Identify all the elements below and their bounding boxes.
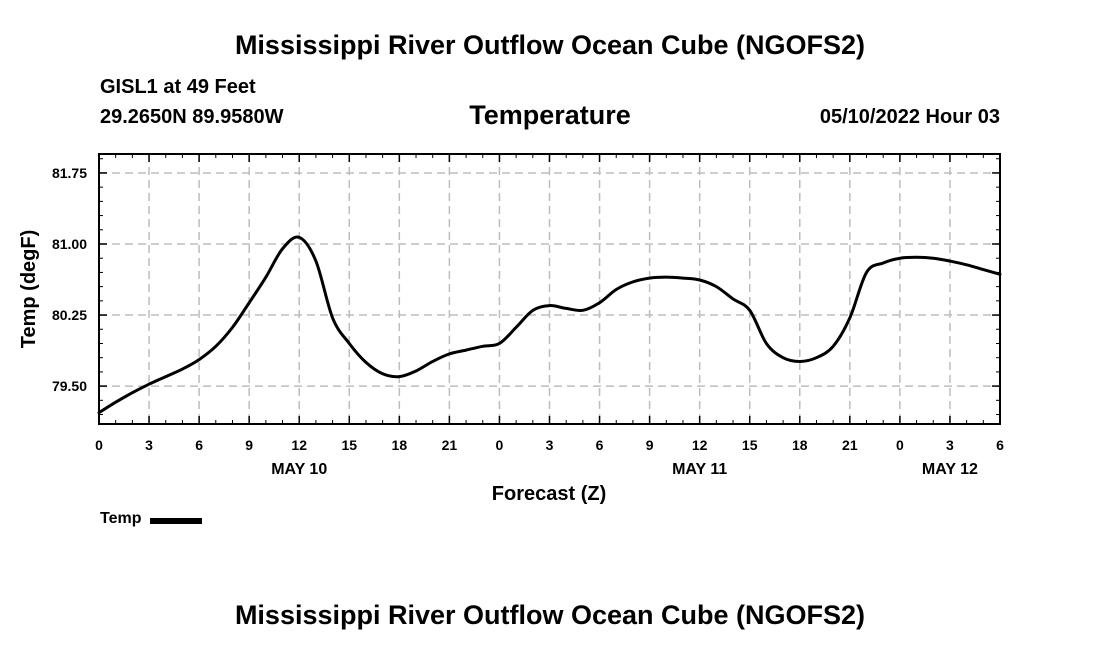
day-label: MAY 10 bbox=[271, 461, 327, 478]
x-tick-label: 6 bbox=[996, 437, 1004, 453]
day-label: MAY 11 bbox=[672, 461, 727, 478]
legend: Temp bbox=[100, 510, 203, 528]
x-tick-label: 15 bbox=[341, 437, 357, 453]
x-tick-label: 3 bbox=[946, 437, 954, 453]
legend-label: Temp bbox=[100, 510, 142, 527]
x-tick-label: 18 bbox=[792, 437, 808, 453]
x-tick-label: 9 bbox=[646, 437, 654, 453]
grid-layer bbox=[99, 154, 1000, 424]
x-tick-label: 21 bbox=[842, 437, 858, 453]
x-tick-label: 9 bbox=[245, 437, 253, 453]
x-tick-label: 0 bbox=[496, 437, 504, 453]
x-tick-label: 18 bbox=[392, 437, 408, 453]
x-axis-title: Forecast (Z) bbox=[492, 483, 606, 505]
footer-title: Mississippi River Outflow Ocean Cube (NG… bbox=[234, 600, 866, 630]
x-tick-label: 15 bbox=[742, 437, 758, 453]
x-tick-label: 0 bbox=[95, 437, 103, 453]
y-axis-title: Temp (degF) bbox=[18, 230, 40, 349]
series-line-temp bbox=[97, 235, 1002, 415]
legend-swatch bbox=[150, 517, 203, 524]
x-tick-label: 6 bbox=[195, 437, 203, 453]
series-layer bbox=[97, 235, 1002, 415]
station-label: GISL1 at 49 Feet bbox=[100, 76, 256, 98]
main-title: Mississippi River Outflow Ocean Cube (NG… bbox=[234, 30, 866, 60]
y-tick-label: 79.50 bbox=[52, 378, 87, 394]
x-tick-label: 3 bbox=[145, 437, 153, 453]
coordinates-label: 29.2650N 89.9580W bbox=[100, 106, 284, 128]
y-tick-label: 81.75 bbox=[52, 165, 87, 181]
plot-frame bbox=[98, 153, 1001, 425]
x-tick-label: 3 bbox=[546, 437, 554, 453]
x-tick-label: 21 bbox=[442, 437, 458, 453]
y-tick-label: 81.00 bbox=[52, 236, 87, 252]
plot-title: Temperature bbox=[469, 100, 631, 130]
forecast-date-label: 05/10/2022 Hour 03 bbox=[819, 106, 1000, 128]
x-tick-label: 12 bbox=[291, 437, 307, 453]
x-tick-label: 0 bbox=[896, 437, 904, 453]
x-tick-label: 6 bbox=[596, 437, 604, 453]
day-label: MAY 12 bbox=[922, 461, 978, 478]
x-tick-label: 12 bbox=[692, 437, 708, 453]
y-tick-label: 80.25 bbox=[52, 307, 87, 323]
label-layer: 0 3 6 9 12 15 18 21 0 3 6 9 12 15 18 21 0 3 6 79.50 80.25 81.… bbox=[52, 165, 1004, 478]
